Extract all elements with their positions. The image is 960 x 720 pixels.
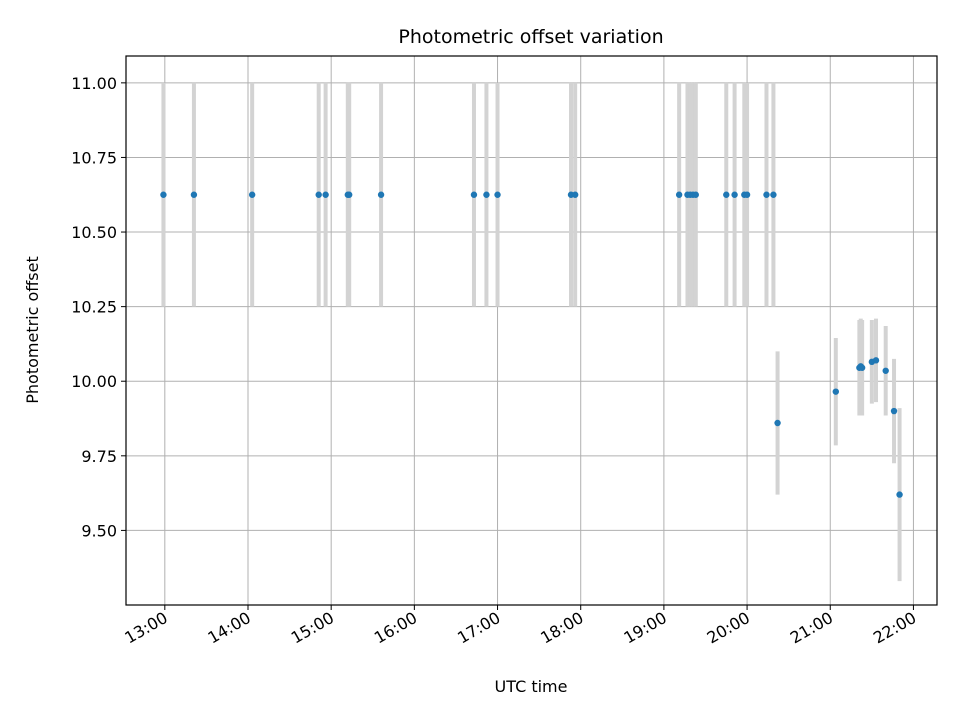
- y-tick-label: 9.75: [81, 447, 117, 466]
- data-point: [743, 191, 751, 198]
- data-point: [571, 191, 579, 198]
- x-tick-label: 15:00: [288, 608, 337, 648]
- x-axis-ticks: 13:00 14:00 15:00 16:00 17:00 18:00 19:00 20:00…: [121, 605, 919, 648]
- data-point: [377, 191, 385, 198]
- y-axis-label: Photometric offset: [23, 256, 42, 404]
- data-point: [190, 191, 198, 198]
- x-tick-label: 20:00: [704, 608, 753, 648]
- data-point: [692, 191, 699, 198]
- x-tick-label: 17:00: [454, 608, 503, 648]
- data-point: [248, 191, 256, 198]
- data-point: [322, 191, 329, 198]
- y-tick-label: 9.50: [81, 521, 117, 540]
- data-point: [882, 367, 889, 374]
- chart-title: Photometric offset variation: [398, 26, 663, 48]
- data-point: [470, 191, 478, 198]
- data-point: [494, 191, 501, 198]
- x-tick-label: 14:00: [205, 608, 254, 648]
- data-point: [315, 191, 322, 198]
- y-tick-label: 10.25: [71, 298, 117, 317]
- data-point: [774, 419, 781, 427]
- data-point: [345, 191, 353, 198]
- grid: [126, 56, 937, 605]
- y-tick-label: 11.00: [71, 74, 117, 93]
- data-point: [832, 388, 839, 395]
- y-tick-label: 10.00: [71, 372, 117, 391]
- data-point: [675, 191, 683, 198]
- x-tick-label: 13:00: [121, 608, 170, 648]
- x-tick-label: 18:00: [537, 608, 586, 648]
- y-tick-label: 10.75: [71, 148, 117, 167]
- data-point: [763, 191, 770, 198]
- x-tick-label: 21:00: [787, 608, 836, 648]
- x-tick-label: 16:00: [371, 608, 420, 648]
- x-tick-label: 22:00: [870, 608, 919, 648]
- data-point: [160, 191, 167, 198]
- y-tick-label: 10.50: [71, 223, 117, 242]
- data-point: [731, 191, 738, 198]
- data-point: [858, 364, 866, 371]
- data-point: [770, 191, 777, 198]
- data-point: [483, 191, 490, 198]
- x-axis-label: UTC time: [495, 677, 568, 696]
- data-point: [896, 491, 903, 498]
- data-point: [890, 407, 898, 415]
- y-axis-ticks: 9.50 9.75 10.00 10.25 10.50 10.75 11.00: [71, 74, 126, 540]
- data-point: [723, 191, 730, 198]
- x-tick-label: 19:00: [620, 608, 669, 648]
- data-point: [872, 357, 880, 364]
- data-points: [160, 191, 903, 498]
- plot-frame: [125, 55, 938, 606]
